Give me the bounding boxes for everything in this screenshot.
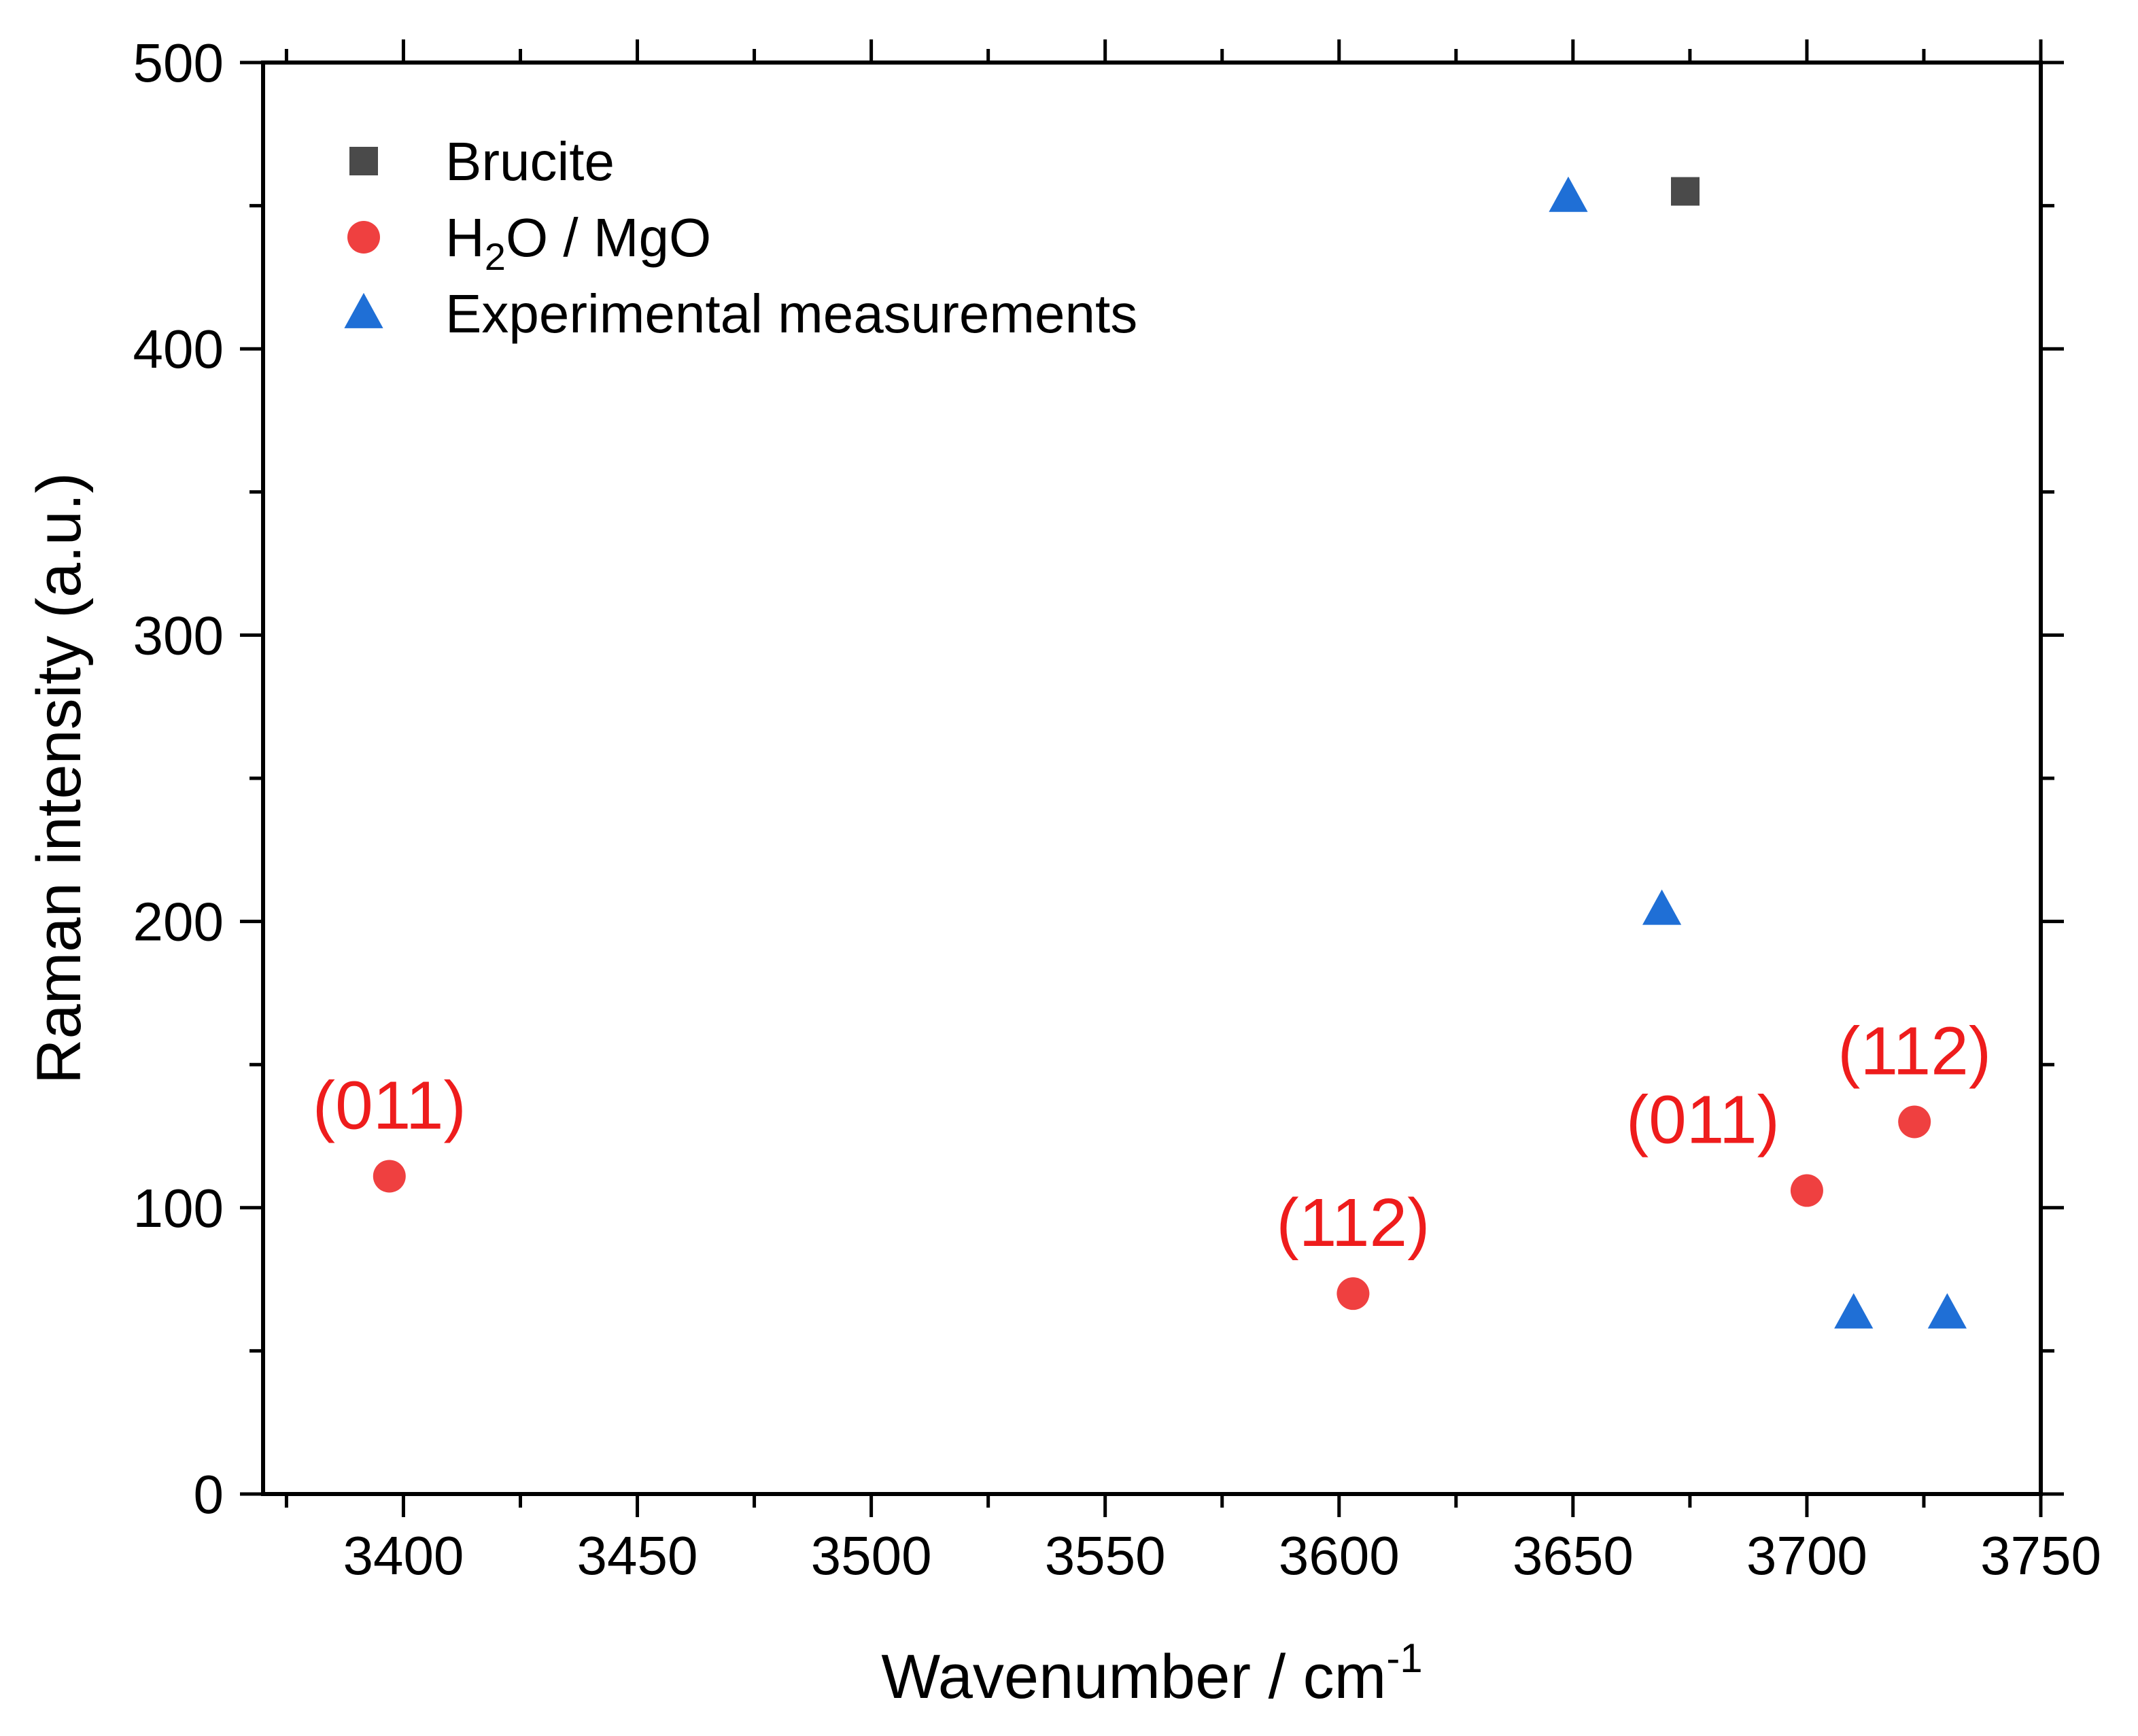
plot-frame xyxy=(261,60,2043,1496)
x-tick-label: 3500 xyxy=(811,1525,932,1586)
x-tick-label: 3550 xyxy=(1045,1525,1166,1586)
point-annotation: (112) xyxy=(1276,1185,1430,1261)
x-tick-label: 3700 xyxy=(1746,1525,1867,1586)
point-annotation: (011) xyxy=(1626,1082,1780,1158)
x-tick-label: 3400 xyxy=(343,1525,464,1586)
y-axis-title: Raman intensity (a.u.) xyxy=(24,472,94,1084)
circle-data-point xyxy=(1790,1174,1823,1207)
data-markers xyxy=(373,176,1967,1329)
y-tick-label: 100 xyxy=(133,1178,224,1238)
x-tick-label: 3750 xyxy=(1980,1525,2101,1586)
circle-data-point xyxy=(1337,1277,1370,1310)
square-data-point xyxy=(1671,177,1700,206)
legend-circle-icon xyxy=(347,221,380,254)
y-tick-label: 200 xyxy=(133,892,224,952)
x-tick-label: 3600 xyxy=(1279,1525,1400,1586)
point-annotation: (112) xyxy=(1838,1013,1991,1089)
triangle-data-point xyxy=(1549,176,1588,212)
legend-entry-label: Brucite xyxy=(445,131,615,192)
y-tick-label: 0 xyxy=(194,1464,224,1525)
legend-entry-label: Experimental measurements xyxy=(445,283,1137,344)
tick-labels: 3400 3450 3500 3550 3600 3650 3700 3750 0 100 200 3… xyxy=(133,33,2101,1586)
legend-square-icon xyxy=(349,147,378,175)
x-axis-title: Wavenumber / cm-1 xyxy=(881,1635,1422,1712)
x-tick-label: 3450 xyxy=(577,1525,698,1586)
x-tick-label: 3650 xyxy=(1513,1525,1634,1586)
circle-data-point xyxy=(373,1160,406,1193)
triangle-data-point xyxy=(1927,1293,1967,1329)
axis-ticks xyxy=(240,39,2064,1517)
x-axis-title-superscript: -1 xyxy=(1386,1635,1422,1681)
triangle-data-point xyxy=(1834,1293,1874,1329)
y-tick-label: 300 xyxy=(133,605,224,665)
y-tick-label: 400 xyxy=(133,319,224,379)
point-annotation: (011) xyxy=(313,1067,466,1143)
y-tick-label: 500 xyxy=(133,33,224,93)
legend-entry-label: H2O / MgO xyxy=(445,207,711,278)
annotations: (011) (112) (011) (112) xyxy=(313,1013,1991,1261)
x-axis-title-text: Wavenumber / cm xyxy=(881,1642,1386,1712)
triangle-data-point xyxy=(1642,889,1682,925)
legend-triangle-icon xyxy=(344,292,383,328)
circle-data-point xyxy=(1898,1105,1931,1139)
